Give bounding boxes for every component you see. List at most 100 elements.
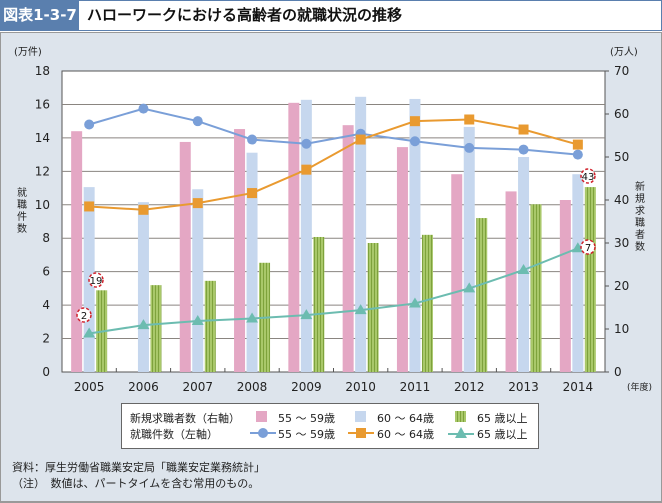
legend-triangle-marker-icon [448,427,474,438]
x-tick-label: 2013 [508,380,539,394]
line-square [89,118,579,211]
bar-55～59歳-2014 [559,200,571,372]
right-axis-label: 求 [635,205,645,217]
triangle-marker-2014 [571,242,584,253]
left-axis-label: 数 [17,222,27,235]
left-axis-label: 職 [17,199,27,211]
left-axis-label: 就 [17,186,27,199]
legend-line-55-59: 55 ～ 59歳 [278,428,335,441]
legend-bars-label: 新規求職者数（右軸） [130,412,240,425]
square-marker-2010 [355,134,366,145]
left-tick-label: 6 [42,265,50,279]
right-tick-label: 10 [614,322,629,336]
bar-65歳以上-2011 [421,234,433,372]
square-marker-2007 [192,198,203,209]
bar-55～59歳-2009 [288,102,300,372]
triangle-marker-2007 [191,314,204,325]
triangle-marker-2012 [463,282,476,293]
x-tick-label: 2005 [74,380,105,394]
bar-65歳以上-2007 [204,280,216,372]
bar-55～59歳-2008 [234,129,246,372]
bar-60～64歳-2012 [463,126,475,373]
figure-header: 図表1-3-7 ハローワークにおける高齢者の就職状況の推移 [0,0,662,31]
bar-55～59歳-2013 [505,191,517,372]
circle-marker-2006 [138,103,149,114]
bar-55～59歳-2007 [179,141,191,372]
left-tick-label: 16 [35,97,50,111]
left-tick-label: 14 [35,131,50,145]
legend-line-65: 65 歳以上 [477,428,528,441]
annotation-circle [580,239,596,255]
right-tick-label: 30 [614,236,629,250]
legend-lines-label: 就職件数（左軸） [130,428,218,441]
square-marker-2009 [301,164,312,175]
square-marker-2005 [84,201,95,212]
triangle-marker-2011 [408,297,421,308]
x-tick-label: 2009 [291,380,322,394]
bar-65歳以上-2014 [584,187,596,372]
bar-65歳以上-2010 [367,243,379,372]
right-axis-unit: (万人) [610,46,638,58]
bar-60～64歳-2006 [137,202,149,372]
left-tick-label: 12 [35,164,50,178]
bar-60～64歳-2008 [246,152,258,372]
right-tick-label: 60 [614,107,629,121]
bar-55～59歳-2012 [451,174,463,372]
square-marker-2008 [247,188,258,199]
circle-marker-2012 [464,142,475,153]
right-tick-label: 0 [614,365,622,379]
square-marker-2012 [464,114,475,125]
square-marker-2006 [138,204,149,215]
legend-swatch-65-bar [455,411,466,422]
source-note: 資料：厚生労働省職業安定局「職業安定業務統計」 [12,461,265,474]
annotation-circle [76,307,92,323]
circle-marker-2014 [572,149,583,160]
annotation-circle [580,168,596,184]
triangle-marker-2005 [83,327,96,338]
triangle-marker-2008 [246,312,259,323]
x-tick-label: 2006 [128,380,159,394]
circle-marker-2013 [518,144,529,155]
left-axis-unit: (万件) [14,46,42,58]
right-tick-label: 50 [614,150,629,164]
right-axis-label: 規 [635,193,645,205]
annotation-label: 19 [90,276,103,287]
circle-marker-2008 [247,134,258,145]
annotation-label: 43 [582,172,595,183]
circle-marker-2011 [409,136,420,147]
annotation-label: 2 [81,311,87,322]
bar-60～64歳-2014 [572,174,584,372]
circle-marker-2007 [192,116,203,127]
x-tick-label: 2014 [563,380,594,394]
legend-line-60-64: 60 ～ 64歳 [377,428,434,441]
figure-number: 図表1-3-7 [1,1,79,30]
left-tick-label: 10 [35,198,50,212]
legend-bar-65: 65 歳以上 [477,412,528,425]
left-tick-label: 8 [42,231,50,245]
legend-bar-55-59: 55 ～ 59歳 [278,412,335,425]
line-circle [88,107,578,156]
bar-60～64歳-2011 [409,98,421,372]
right-axis-label: 職 [635,217,645,229]
circle-marker-2005 [84,119,95,130]
left-axis-label: 件 [17,211,27,223]
left-tick-label: 18 [35,64,50,78]
square-marker-2014 [572,139,583,150]
right-axis-label: 新 [635,180,645,193]
right-tick-label: 20 [614,279,629,293]
triangle-marker-2013 [517,263,530,274]
x-tick-label: 2010 [345,380,376,394]
left-tick-label: 4 [42,298,50,312]
bar-55～59歳-2005 [71,131,83,372]
x-tick-label: 2011 [400,380,431,394]
x-tick-label: 2007 [182,380,213,394]
left-tick-label: 2 [42,332,50,346]
bar-55～59歳-2011 [396,147,408,372]
right-axis-label: 者 [635,229,645,241]
square-marker-2013 [518,124,529,135]
x-tick-label: 2012 [454,380,485,394]
chart: 0 2 4 6 8 10 12 14 16 18 0 10 20 30 40 50 60 70 (万件) (万人) (年… [14,46,652,394]
circle-marker-2009 [301,138,312,149]
bar-65歳以上-2006 [150,285,162,372]
bar-65歳以上-2013 [530,204,542,372]
